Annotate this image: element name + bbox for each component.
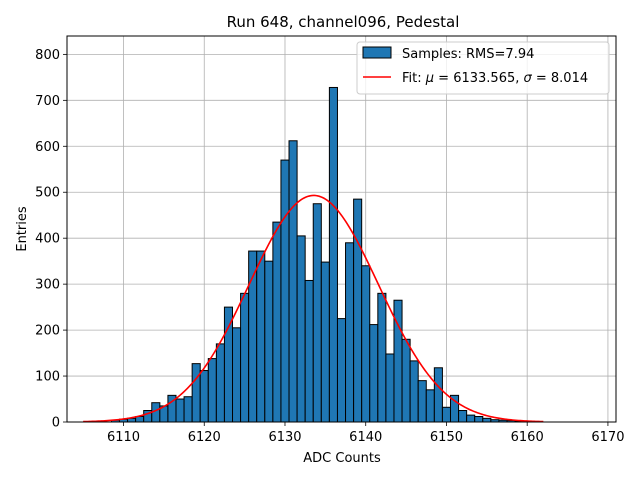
histogram-bar [458,410,468,423]
x-axis-ticks: 6110 6120 6130 6140 6150 6160 6170 [107,422,624,445]
histogram-bar [175,398,185,423]
histogram-bar [361,265,371,423]
histogram-bar [256,250,266,423]
histogram-bars [110,86,532,423]
legend-fit-mu-value: = 6133.565, [434,71,523,86]
histogram-bar [288,140,298,423]
y-tick-label: 400 [35,232,60,247]
histogram-bar [264,260,274,423]
x-tick-label: 6120 [188,430,221,445]
histogram-bar [417,380,427,423]
y-axis-ticks: 0 100 200 300 400 500 600 700 800 [35,48,67,431]
y-axis-label: Entries [15,206,30,252]
histogram-bar [280,159,290,423]
histogram-bar [304,279,314,423]
fit-curve [83,194,544,423]
histogram-bar [215,343,225,423]
x-tick-label: 6130 [268,430,301,445]
histogram-bar [401,338,411,423]
legend-histogram-swatch [362,46,392,59]
x-tick-label: 6140 [349,430,382,445]
x-tick-label: 6160 [511,430,544,445]
legend-fit-prefix: Fit: [402,71,426,86]
x-axis-label: ADC Counts [303,451,381,466]
histogram-bar [336,318,347,423]
histogram-bar [369,324,379,423]
histogram-bar [223,306,234,423]
plot-frame [66,35,617,423]
y-tick-label: 500 [35,186,60,201]
y-tick-label: 300 [35,278,60,293]
legend-histogram-label: Samples: RMS=7.94 [402,47,534,62]
y-tick-label: 600 [35,140,60,155]
legend-fit-label: Fit: μ = 6133.565, σ = 8.014 [402,71,588,86]
histogram-bar [240,292,250,423]
histogram-bar [183,396,193,423]
histogram-bar [433,367,443,423]
y-tick-label: 100 [35,370,60,385]
histogram-bar [353,198,363,423]
legend-box [356,41,610,95]
y-tick-label: 700 [35,94,60,109]
x-tick-label: 6110 [107,430,140,445]
x-tick-label: 6170 [591,430,624,445]
chart-title: Run 648, channel096, Pedestal [227,13,460,31]
histogram-bar [466,414,476,423]
x-tick-label: 6150 [430,430,463,445]
legend-fit-sigma-value: = 8.014 [532,71,588,86]
y-tick-label: 0 [52,416,60,431]
histogram-bar [377,292,387,423]
histogram-bar [232,327,242,423]
histogram-bar [409,360,419,423]
histogram-bar [441,406,451,423]
histogram-bar [385,353,395,423]
legend-fit-mu-symbol: μ [425,71,434,86]
histogram-bar [425,389,435,423]
histogram-bar [345,242,355,423]
y-tick-label: 200 [35,324,60,339]
legend-fit-sigma-symbol: σ [524,71,533,86]
histogram-bar [207,358,217,423]
legend: Samples: RMS=7.94 Fit: μ = 6133.565, σ =… [356,41,610,95]
grid-lines [67,36,616,423]
histogram-bar [199,370,209,423]
y-tick-label: 800 [35,48,60,63]
histogram-bar [474,415,484,423]
histogram-bar [328,86,338,423]
histogram-bar [320,261,330,423]
histogram-bar [296,235,306,423]
histogram-bar [272,221,282,423]
histogram-bar [482,417,492,423]
histogram-bar [191,363,201,423]
histogram-bar [312,203,322,423]
